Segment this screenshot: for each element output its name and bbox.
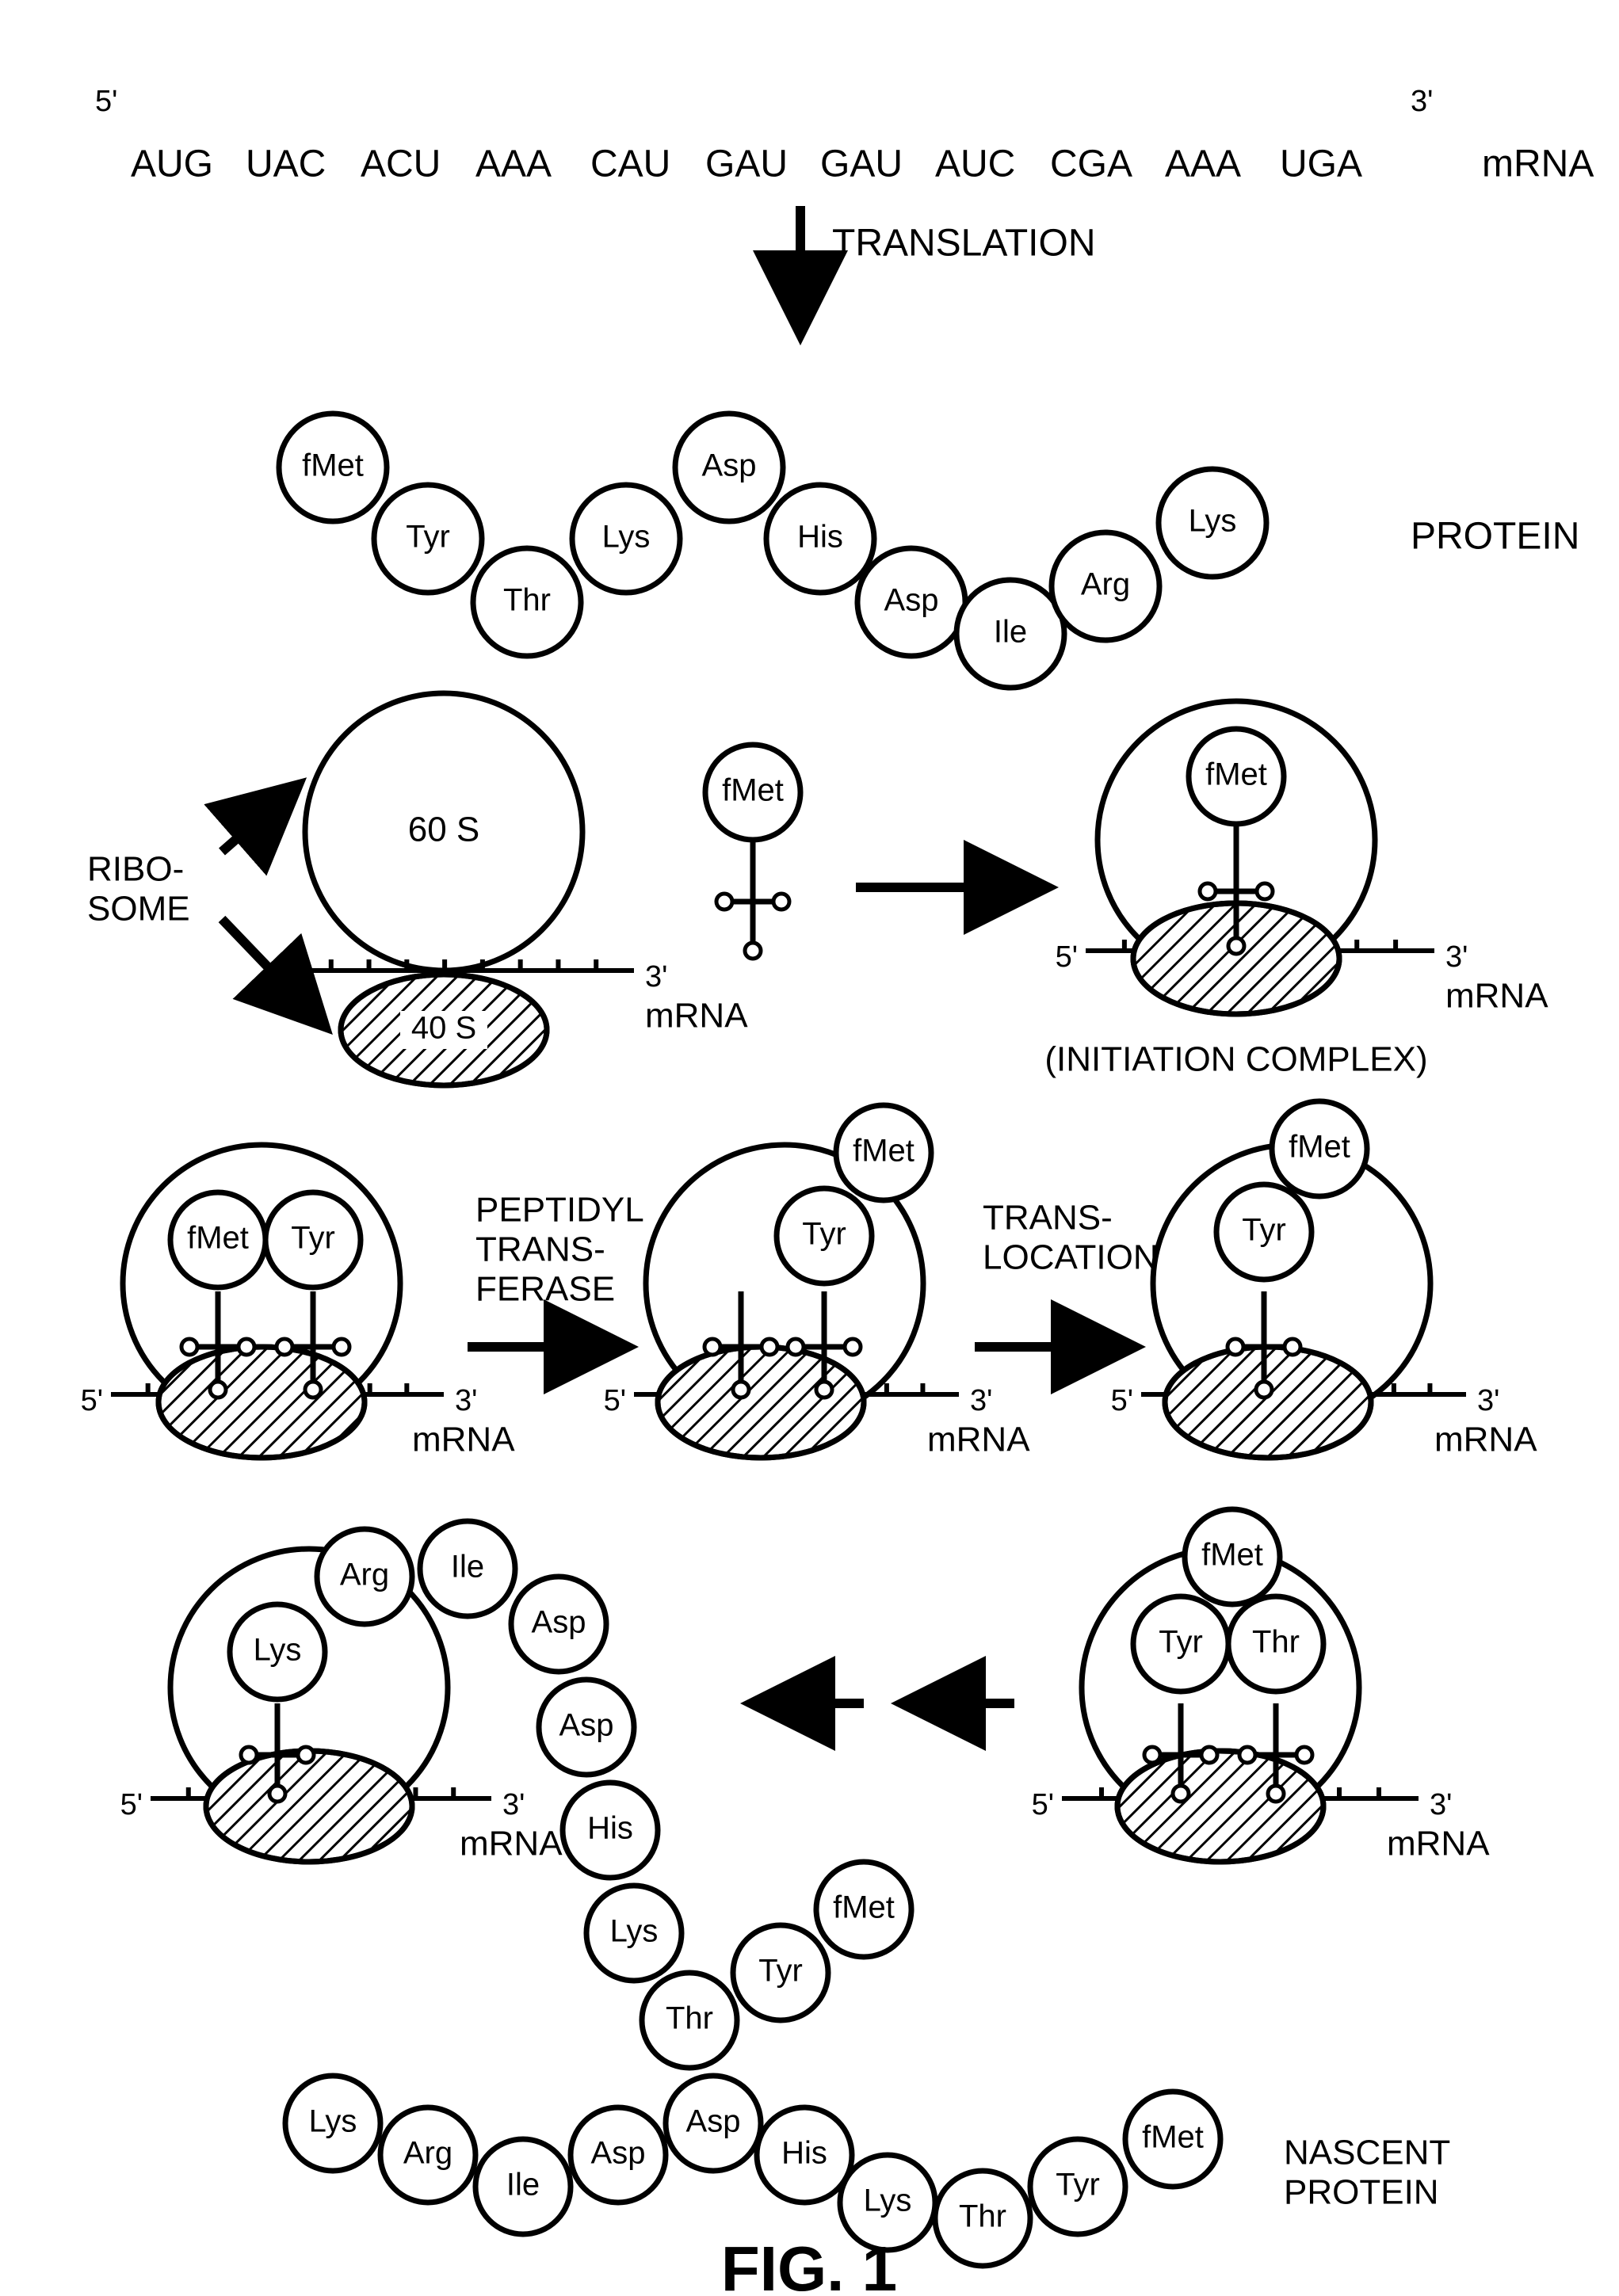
amino-acid-label: fMet: [722, 773, 784, 808]
three-prime: 3': [645, 960, 667, 994]
amino-acid-label: Ile: [994, 615, 1027, 650]
peptidyl-label: PEPTIDYL: [475, 1191, 644, 1230]
codon: AAA: [1165, 143, 1241, 185]
amino-acid-label: Thr: [959, 2199, 1006, 2234]
amino-acid-label: His: [797, 520, 843, 555]
translation-label: TRANSLATION: [832, 223, 1095, 265]
ribosome-label: SOME: [87, 890, 190, 929]
nascent-label: NASCENT: [1284, 2134, 1450, 2172]
row5-right-40s: [1117, 1751, 1323, 1862]
amino-acid-label: Asp: [559, 1708, 614, 1743]
five-prime: 5': [1032, 1788, 1054, 1821]
amino-acid-label: fMet: [1205, 757, 1267, 792]
amino-acid-label: Tyr: [291, 1221, 335, 1256]
amino-acid-label: Ile: [451, 1550, 484, 1585]
row5-left-40s: [206, 1751, 412, 1862]
amino-acid-label: Thr: [503, 583, 551, 618]
amino-acid-label: Asp: [884, 583, 939, 618]
amino-acid-label: Tyr: [802, 1217, 846, 1252]
three-prime: 3': [502, 1788, 525, 1821]
codon: GAU: [705, 143, 788, 185]
five-prime-label: 5': [95, 85, 117, 118]
mrna-label: mRNA: [1482, 143, 1594, 185]
amino-acid-label: Thr: [1252, 1625, 1300, 1660]
amino-acid-label: Tyr: [1159, 1625, 1203, 1660]
three-prime: 3': [1477, 1384, 1499, 1417]
three-prime: 3': [455, 1384, 477, 1417]
row4-c1-40s: [158, 1347, 365, 1458]
three-prime: 3': [1445, 940, 1468, 974]
amino-acid-label: Ile: [506, 2168, 540, 2203]
mrna-label: mRNA: [412, 1421, 515, 1459]
codon: ACU: [361, 143, 441, 185]
amino-acid-label: fMet: [1142, 2120, 1204, 2155]
codon: AUG: [131, 143, 213, 185]
five-prime: 5': [1111, 1384, 1133, 1417]
ribosome-to-60s-arrow: [222, 796, 285, 852]
amino-acid-label: fMet: [302, 448, 364, 483]
amino-acid-label: Asp: [532, 1605, 586, 1640]
row4-c3-40s: [1165, 1347, 1371, 1458]
amino-acid-label: Lys: [864, 2183, 912, 2218]
amino-acid-label: Tyr: [758, 1954, 803, 1989]
five-prime: 5': [263, 960, 285, 994]
amino-acid-label: His: [781, 2136, 827, 2171]
protein-label: PROTEIN: [1411, 516, 1579, 558]
initiation-complex-label: (INITIATION COMPLEX): [1044, 1040, 1427, 1079]
codon: AAA: [475, 143, 552, 185]
transloc-label: TRANS-: [983, 1199, 1113, 1238]
mrna-label: mRNA: [1387, 1825, 1490, 1863]
ribosome-label: RIBO-: [87, 850, 184, 889]
five-prime: 5': [1056, 940, 1078, 974]
sixty-s-label: 60 S: [408, 810, 480, 849]
mrna-label: mRNA: [460, 1825, 563, 1863]
transloc-label: LOCATION: [983, 1238, 1159, 1277]
amino-acid-label: fMet: [833, 1890, 895, 1925]
codon: GAU: [820, 143, 903, 185]
codon: CGA: [1050, 143, 1132, 185]
amino-acid-label: Lys: [254, 1633, 302, 1668]
mrna-label: mRNA: [1445, 977, 1548, 1016]
amino-acid-label: fMet: [1289, 1130, 1350, 1165]
amino-acid-label: Asp: [686, 2104, 741, 2139]
amino-acid-label: fMet: [1201, 1538, 1263, 1573]
amino-acid-label: fMet: [187, 1221, 249, 1256]
three-prime: 3': [1430, 1788, 1452, 1821]
codon: UGA: [1280, 143, 1362, 185]
amino-acid-label: Tyr: [406, 520, 450, 555]
amino-acid-label: fMet: [853, 1134, 915, 1169]
amino-acid-label: Arg: [1081, 567, 1130, 602]
amino-acid-label: Lys: [309, 2104, 357, 2139]
amino-acid-label: Thr: [666, 2001, 713, 2036]
codon: CAU: [590, 143, 670, 185]
amino-acid-label: Lys: [610, 1914, 659, 1949]
peptidyl-label: TRANS-: [475, 1230, 605, 1269]
five-prime: 5': [81, 1384, 103, 1417]
three-prime-label: 3': [1411, 85, 1433, 118]
amino-acid-label: Arg: [340, 1558, 389, 1592]
translation-diagram: 5' 3' AUG UAC ACU AAA CAU GAU GAU AUC CGA AAA UGA mRN…: [0, 0, 1619, 2296]
amino-acid-label: Arg: [403, 2136, 452, 2171]
five-prime: 5': [604, 1384, 626, 1417]
amino-acid-label: His: [587, 1811, 633, 1846]
mrna-label: mRNA: [927, 1421, 1030, 1459]
five-prime: 5': [120, 1788, 143, 1821]
amino-acid-label: Tyr: [1056, 2168, 1100, 2203]
amino-acid-label: Asp: [702, 448, 757, 483]
amino-acid-label: Lys: [602, 520, 651, 555]
codon: AUC: [935, 143, 1015, 185]
mrna-label: mRNA: [645, 997, 748, 1035]
mrna-label: mRNA: [1434, 1421, 1537, 1459]
amino-acid-label: Asp: [591, 2136, 646, 2171]
three-prime: 3': [970, 1384, 992, 1417]
amino-acid-label: Lys: [1189, 504, 1237, 539]
codon: UAC: [246, 143, 326, 185]
nascent-label: PROTEIN: [1284, 2173, 1439, 2212]
forty-s-label: 40 S: [411, 1011, 476, 1046]
figure-label: FIG. 1: [721, 2233, 897, 2296]
amino-acid-label: Tyr: [1242, 1213, 1286, 1248]
peptidyl-label: FERASE: [475, 1270, 615, 1309]
row4-c2-40s: [658, 1347, 864, 1458]
